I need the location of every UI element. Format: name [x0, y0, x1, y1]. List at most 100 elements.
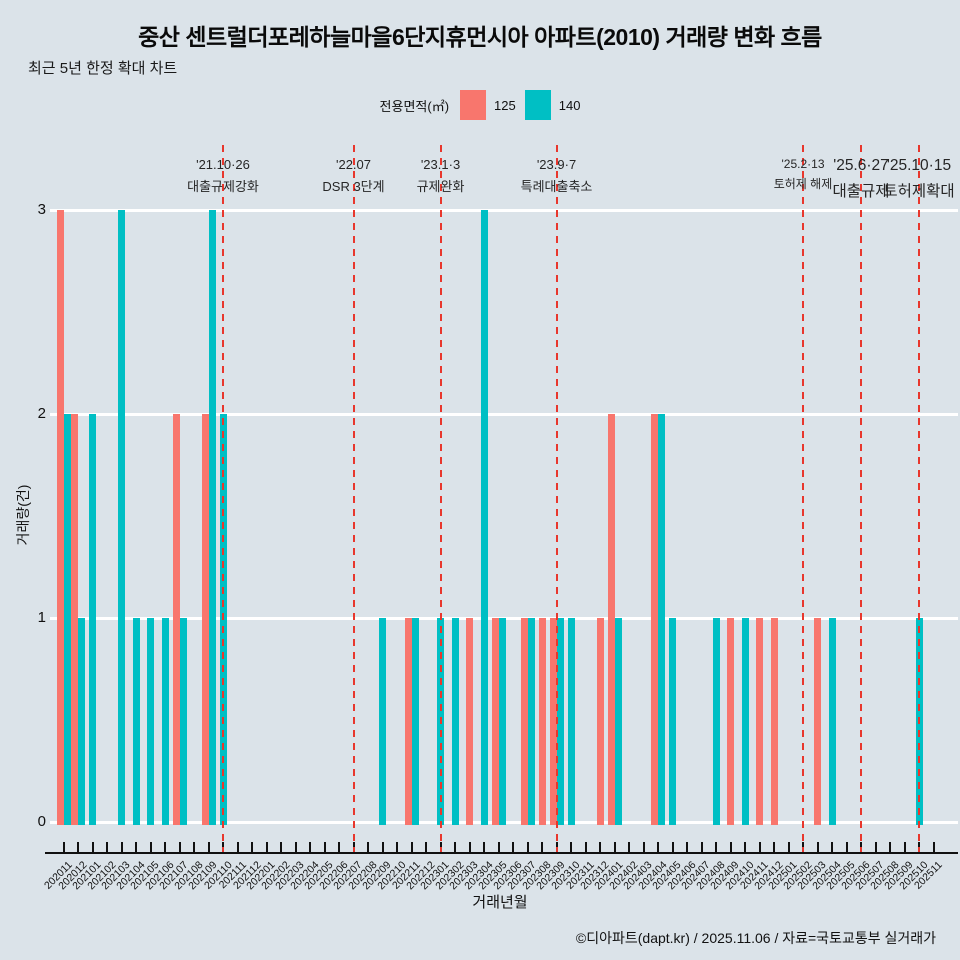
x-tick	[729, 842, 732, 854]
x-tick	[715, 842, 717, 854]
x-tick	[120, 842, 123, 854]
bar-140-202011	[63, 414, 71, 825]
legend-label-140: 140	[558, 97, 581, 113]
y-tick-label: 3	[37, 201, 46, 218]
x-tick	[193, 842, 195, 854]
bar-125-202404	[651, 414, 658, 825]
event-line-202502	[802, 145, 804, 852]
bar-125-202012	[71, 414, 78, 825]
bar-140-202405	[669, 618, 676, 825]
legend-title: 전용면적(㎡)	[379, 98, 450, 114]
bar-140-202209	[379, 618, 386, 825]
x-tick	[265, 842, 268, 854]
event-label: 대출규제	[832, 183, 890, 200]
x-tick	[178, 842, 181, 854]
x-tick	[599, 842, 601, 854]
legend-swatch-140-icon	[524, 90, 551, 120]
x-tick	[251, 842, 253, 854]
bar-140-202307	[527, 618, 535, 825]
bar-125-202109	[201, 414, 209, 825]
event-annotation-202510: '25.10·15 토허제확대	[809, 157, 960, 201]
event-date: '21.10·26	[196, 157, 250, 172]
x-tick	[425, 842, 427, 854]
x-tick	[816, 842, 819, 854]
event-annotation-202502: '25.2·13 토허제 해제	[693, 157, 913, 192]
y-axis-title: 거래량(건)	[15, 484, 31, 546]
x-tick	[526, 842, 529, 854]
gridline-3	[50, 208, 958, 212]
x-tick	[77, 842, 79, 854]
bar-140-202106	[161, 618, 169, 825]
legend-swatch-125-icon	[460, 90, 487, 120]
x-axis-title: 거래년월	[472, 894, 528, 911]
x-tick	[91, 842, 94, 854]
x-tick	[367, 842, 369, 854]
x-tick	[236, 842, 239, 854]
x-tick	[758, 842, 761, 854]
footer-credit: ©디아파트(dapt.kr) / 2025.11.06 / 자료=국토교통부 실…	[575, 930, 936, 946]
bar-125-202211	[404, 618, 412, 825]
x-tick	[932, 842, 935, 854]
bar-140-202401	[614, 618, 622, 825]
event-line-202510	[918, 145, 920, 852]
x-tick	[686, 842, 688, 854]
bar-125-202305	[491, 618, 499, 825]
chart-subtitle: 최근 5년 한정 확대 차트	[28, 60, 178, 77]
bar-140-202305	[498, 618, 506, 825]
bar-140-202309	[556, 618, 564, 825]
event-line-202207	[352, 145, 355, 852]
x-tick	[773, 842, 775, 854]
legend-item-140: 140	[524, 90, 581, 120]
bar-140-202410	[741, 618, 749, 825]
bar-125-202412	[770, 618, 778, 825]
x-tick	[323, 842, 326, 854]
bar-140-202211	[411, 618, 419, 825]
x-tick	[787, 842, 790, 854]
event-annotation-202207: '22.07 DSR 3단계	[244, 157, 464, 195]
x-tick	[700, 842, 703, 854]
x-tick	[309, 842, 311, 854]
event-label: 규제완화	[416, 179, 465, 194]
x-tick	[541, 842, 543, 854]
x-tick	[396, 842, 398, 854]
gridline-2	[50, 412, 958, 416]
x-tick	[831, 842, 833, 854]
event-date: '23.9·7	[536, 157, 577, 172]
x-tick	[613, 842, 616, 854]
event-annotation-202506: '25.6·27 대출규제	[751, 157, 960, 201]
bar-125-202409	[727, 618, 734, 825]
bar-140-202101	[89, 414, 96, 825]
x-tick	[584, 842, 587, 854]
y-tick-label: 1	[37, 609, 46, 626]
event-line-202506	[860, 145, 862, 852]
x-tick	[381, 842, 384, 854]
x-tick	[294, 842, 297, 854]
bar-125-202411	[756, 618, 763, 825]
legend-label-125: 125	[494, 97, 516, 113]
bar-125-202308	[538, 618, 546, 825]
bar-140-202012	[78, 618, 85, 825]
x-tick	[512, 842, 514, 854]
x-tick	[149, 842, 152, 854]
x-tick	[468, 842, 471, 854]
x-tick	[903, 842, 906, 854]
x-tick	[280, 842, 282, 854]
chart-title: 중산 센트럴더포레하늘마을6단지휴먼시아 아파트(2010) 거래량 변화 흐름	[138, 24, 822, 50]
bar-140-202302	[451, 618, 459, 825]
event-label: 대출규제강화	[187, 179, 259, 194]
event-date: '22.07	[335, 157, 371, 172]
event-annotation-202110: '21.10·26 대출규제강화	[113, 157, 333, 195]
event-line-202301	[439, 145, 442, 852]
bar-140-202504	[828, 618, 836, 825]
event-line-202110	[222, 145, 224, 852]
bar-140-202109	[208, 210, 216, 825]
event-label: 특례대출축소	[520, 179, 593, 194]
bar-140-202103	[118, 210, 125, 825]
bar-140-202304	[480, 210, 488, 825]
legend: 전용면적(㎡) 125 140	[0, 90, 960, 120]
x-tick	[628, 842, 630, 854]
bar-140-202404	[658, 414, 665, 825]
legend-item-125: 125	[460, 90, 516, 120]
x-tick	[62, 842, 65, 854]
x-tick	[207, 842, 210, 854]
